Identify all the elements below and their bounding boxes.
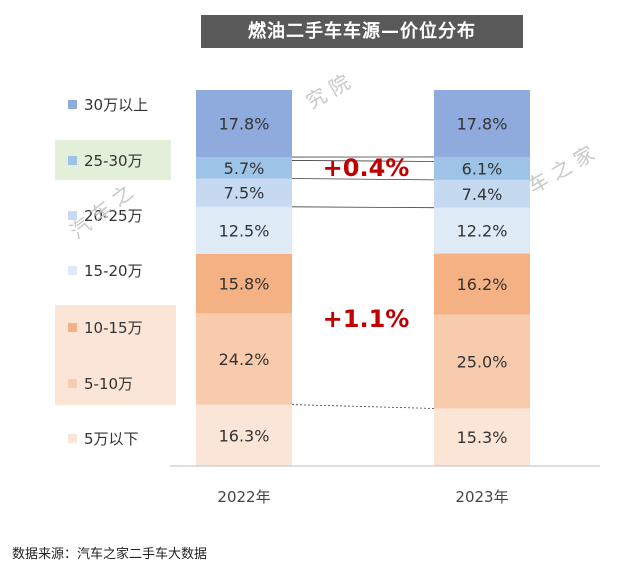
data-source-note: 数据来源：汽车之家二手车大数据 [12,547,208,562]
legend-swatch [68,378,77,388]
legend-item-25-30万: 25-30万 [68,150,143,170]
data-label-5万以下-2023年: 15.3% [457,428,508,447]
data-label-10-15万-2023年: 16.2% [457,275,508,294]
legend-item-5-10万: 5-10万 [68,373,133,393]
bar-segment-15-20万-2023年 [434,207,530,254]
bar-segment-10-15万-2023年 [434,253,530,315]
legend-swatch [68,433,77,443]
bar-segment-5万以下-2022年 [196,404,292,466]
bar-segment-5-10万-2023年 [434,314,530,409]
legend-item-20-25万: 20-25万 [68,205,143,225]
data-label-20-25万-2023年: 7.4% [462,185,503,204]
chart-title: 燃油二手车车源—价位分布 [201,15,523,48]
bar-segment-20-25万-2023年 [434,179,530,208]
data-label-10-15万-2022年: 15.8% [219,275,270,294]
annotation-5-10万: +1.1% [323,305,410,333]
data-label-5-10万-2023年: 25.0% [457,352,508,371]
data-label-5-10万-2022年: 24.2% [219,350,270,369]
legend-label: 30万以上 [84,95,149,114]
data-label-25-30万-2022年: 5.7% [224,159,265,178]
legend-label: 15-20万 [84,261,143,280]
bar-segment-30万以上-2022年 [196,90,292,158]
legend-item-10-15万: 10-15万 [68,317,143,337]
legend-item-30万以上: 30万以上 [68,94,148,114]
legend-swatch [68,210,77,220]
bar-segment-10-15万-2022年 [196,253,292,314]
bar-segment-5-10万-2022年 [196,313,292,405]
data-label-5万以下-2022年: 16.3% [219,426,270,445]
bar-segment-20-25万-2022年 [196,178,292,207]
bar-segment-25-30万-2022年 [196,157,292,179]
data-label-20-25万-2022年: 7.5% [224,184,265,203]
x-tick-label-2023年: 2023年 [455,488,508,506]
legend-swatch [68,322,77,332]
legend-swatch [68,99,77,109]
data-label-15-20万-2022年: 12.5% [219,221,270,240]
data-label-30万以上-2023年: 17.8% [457,114,508,133]
bar-segment-25-30万-2023年 [434,156,530,180]
data-label-25-30万-2023年: 6.1% [462,159,503,178]
connector-5-10-bottom [291,404,435,409]
legend-highlight-peach [55,305,176,405]
bar-segment-5万以下-2023年 [434,408,530,466]
connector-15-20-top [291,206,435,209]
bar-segment-30万以上-2023年 [434,90,530,157]
x-tick-label-2022年: 2022年 [217,488,270,506]
data-label-15-20万-2023年: 12.2% [457,222,508,241]
legend-label: 20-25万 [84,206,143,225]
annotation-25-30万: +0.4% [323,154,410,182]
legend-swatch [68,155,77,165]
legend-label: 25-30万 [84,151,143,170]
connector-10-15-top [291,160,435,162]
legend-item-5万以下: 5万以下 [68,428,139,448]
bar-segment-15-20万-2022年 [196,206,292,254]
legend-label: 10-15万 [84,318,143,337]
connector-25-30-bottom [291,178,435,181]
legend-label: 5万以下 [84,429,139,448]
legend-label: 5-10万 [84,374,134,393]
legend-item-15-20万: 15-20万 [68,260,143,280]
data-label-30万以上-2022年: 17.8% [219,115,270,134]
legend-swatch [68,265,77,275]
